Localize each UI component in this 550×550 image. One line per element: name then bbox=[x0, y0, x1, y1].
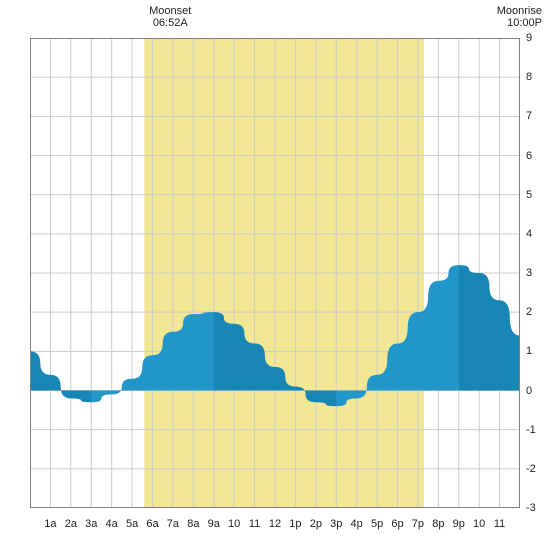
moonset-label: Moonset 06:52A bbox=[145, 5, 195, 29]
x-tick-label: 12 bbox=[269, 518, 281, 530]
x-tick-label: 8p bbox=[432, 518, 444, 530]
y-tick-label: 9 bbox=[526, 32, 532, 44]
x-tick-label: 2p bbox=[310, 518, 322, 530]
y-tick-label: 1 bbox=[526, 345, 532, 357]
x-tick-label: 6p bbox=[391, 518, 403, 530]
x-tick-label: 6a bbox=[146, 518, 158, 530]
y-tick-label: -2 bbox=[526, 463, 536, 475]
y-tick-label: 2 bbox=[526, 306, 532, 318]
x-tick-label: 11 bbox=[494, 518, 505, 530]
x-tick-label: 10 bbox=[228, 518, 240, 530]
moonrise-title: Moonrise bbox=[482, 5, 542, 17]
x-tick-label: 9p bbox=[453, 518, 465, 530]
x-tick-label: 11 bbox=[249, 518, 260, 530]
y-tick-label: 4 bbox=[526, 228, 532, 240]
y-tick-label: 5 bbox=[526, 189, 532, 201]
x-tick-label: 9a bbox=[208, 518, 220, 530]
x-tick-label: 2a bbox=[65, 518, 77, 530]
x-tick-label: 10 bbox=[473, 518, 485, 530]
tide-chart-container: Moonset 06:52A Moonrise 10:00P 1a 2a 3a 4a 5… bbox=[0, 0, 550, 550]
x-tick-label: 8a bbox=[187, 518, 199, 530]
x-tick-label: 3a bbox=[85, 518, 97, 530]
y-tick-label: 6 bbox=[526, 150, 532, 162]
y-tick-label: 8 bbox=[526, 71, 532, 83]
moonset-title: Moonset bbox=[145, 5, 195, 17]
y-tick-label: 0 bbox=[526, 385, 532, 397]
y-tick-label: 3 bbox=[526, 267, 532, 279]
moonset-time: 06:52A bbox=[145, 17, 195, 29]
y-tick-label: -3 bbox=[526, 502, 536, 514]
y-tick-label: 7 bbox=[526, 110, 532, 122]
x-tick-label: 3p bbox=[330, 518, 342, 530]
x-tick-label: 1p bbox=[289, 518, 301, 530]
x-tick-label: 1a bbox=[44, 518, 56, 530]
x-tick-label: 4p bbox=[351, 518, 363, 530]
moonrise-time: 10:00P bbox=[482, 17, 542, 29]
x-tick-label: 5a bbox=[126, 518, 138, 530]
y-tick-label: -1 bbox=[526, 424, 536, 436]
x-tick-label: 4a bbox=[106, 518, 118, 530]
x-tick-label: 5p bbox=[371, 518, 383, 530]
moonrise-label: Moonrise 10:00P bbox=[482, 5, 542, 29]
x-tick-label: 7a bbox=[167, 518, 179, 530]
tide-chart bbox=[30, 38, 520, 508]
x-tick-label: 7p bbox=[412, 518, 424, 530]
